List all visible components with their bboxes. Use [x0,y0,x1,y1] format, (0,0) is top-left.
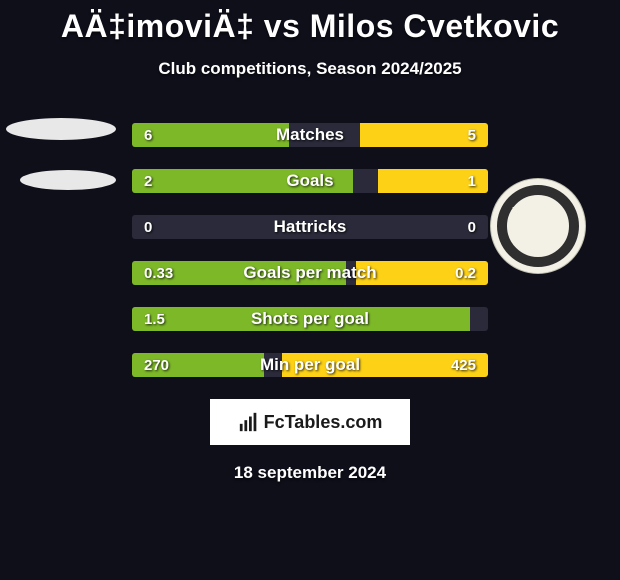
stat-bar-left [132,261,346,285]
stat-label: Hattricks [132,215,488,239]
branding-label: FcTables.com [264,412,383,433]
stat-row: 0 0Hattricks [132,215,488,239]
stat-bar-right [356,261,488,285]
stat-row: 270425Min per goal [132,353,488,377]
avatar-placeholder-head [6,118,116,140]
stat-bar-left [132,307,470,331]
player-left-avatar [6,118,116,190]
as-of-date: 18 september 2024 [0,463,620,483]
stat-bar-left [132,169,353,193]
stat-value-right: 0 [468,215,476,239]
stat-row: 1.5Shots per goal [132,307,488,331]
avatar-placeholder-body [20,170,116,190]
crest-core [514,202,562,250]
club-crest: ЧУКАРИЧКИ СТАНКОМ [490,178,586,274]
stat-bar-left [132,123,289,147]
stat-value-left: 0 [144,215,152,239]
player-right-badge: ЧУКАРИЧКИ СТАНКОМ [490,178,600,274]
stat-row: 0.330.2Goals per match [132,261,488,285]
branding-box: FcTables.com [210,399,410,445]
stats-comparison: 65Matches 21Goals 0 0Hattricks 0.330.2Goals … [132,123,488,377]
stat-row: 21Goals [132,169,488,193]
stat-row: 65Matches [132,123,488,147]
chart-icon [238,411,260,433]
stat-bar-right [282,353,488,377]
stat-bar-right [360,123,488,147]
stat-bar-right [378,169,488,193]
page-title: AÄ‡imoviÄ‡ vs Milos Cvetkovic [0,0,620,45]
page-subtitle: Club competitions, Season 2024/2025 [0,59,620,79]
stat-bar-left [132,353,264,377]
